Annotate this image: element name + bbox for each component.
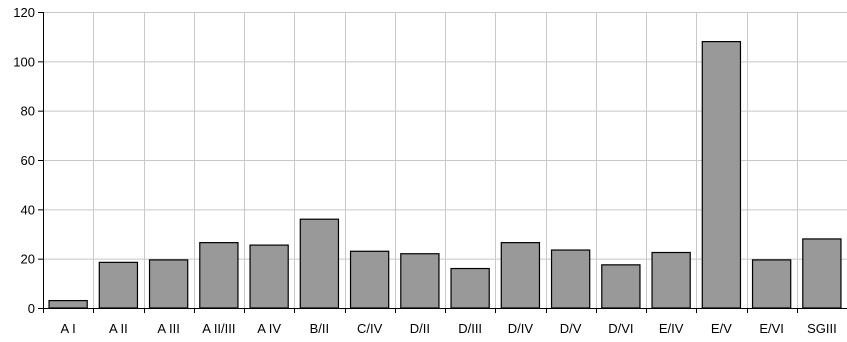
bar	[400, 253, 440, 309]
x-tick-label: D/II	[410, 321, 430, 336]
bar	[249, 244, 289, 309]
bar	[48, 300, 88, 309]
y-tick-label: 0	[28, 301, 35, 316]
x-tick-label: D/V	[560, 321, 582, 336]
bar	[349, 250, 390, 309]
y-tick-labels: 0 20 40 60 80 100 120	[13, 5, 35, 316]
x-tick-label: D/IV	[508, 321, 534, 336]
x-tick-label: A IV	[257, 321, 281, 336]
x-tick-label: A III	[157, 321, 179, 336]
bar	[701, 40, 742, 309]
y-tick-label: 20	[21, 252, 35, 267]
grid-lines	[43, 12, 847, 309]
x-tick-label: D/VI	[608, 321, 633, 336]
x-tick-label: E/V	[711, 321, 732, 336]
x-tick-label: E/IV	[659, 321, 684, 336]
y-tick-label: 60	[21, 153, 35, 168]
x-tick-labels: A I A II A III A II/III A IV B/II C/IV D/II D/II…	[61, 321, 837, 336]
bar	[601, 264, 641, 309]
axes	[38, 12, 847, 313]
bar	[651, 251, 691, 309]
bars	[48, 40, 842, 309]
y-tick-label: 80	[21, 104, 35, 119]
bar	[450, 267, 490, 309]
x-tick-label: A I	[61, 321, 76, 336]
bar	[550, 249, 591, 309]
x-tick-label: E/VI	[759, 321, 784, 336]
y-tick-label: 120	[13, 5, 35, 20]
bar	[98, 261, 139, 309]
bar	[802, 238, 842, 309]
x-tick-label: B/II	[310, 321, 330, 336]
bar	[751, 259, 792, 309]
bar	[199, 242, 239, 309]
y-tick-label: 40	[21, 202, 35, 217]
x-tick-label: D/III	[458, 321, 482, 336]
x-tick-label: A II	[109, 321, 128, 336]
y-tick-label: 100	[13, 54, 35, 69]
x-tick-label: A II/III	[202, 321, 235, 336]
x-tick-label: SGIII	[807, 321, 837, 336]
x-tick-label: C/IV	[357, 321, 383, 336]
bar	[148, 259, 189, 309]
bar	[299, 218, 340, 309]
bar	[500, 242, 541, 309]
